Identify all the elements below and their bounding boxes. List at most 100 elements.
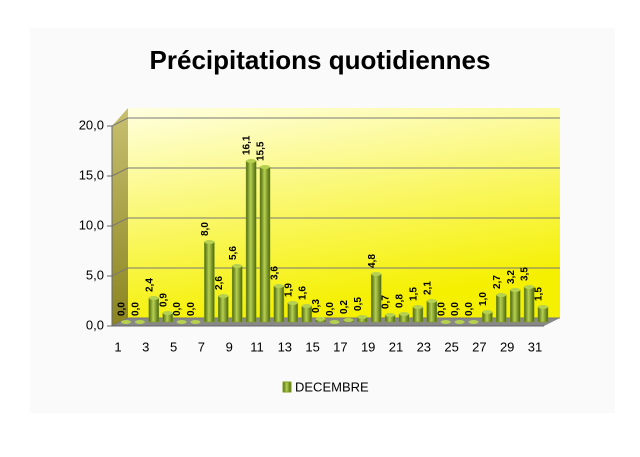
bar [537,306,549,323]
bar-top [315,317,326,321]
bar-top [343,318,354,322]
bar-top [287,301,298,305]
bar [412,306,424,323]
value-label: 2,1 [422,281,433,295]
y-tick-label: 0,0 [86,317,104,332]
value-label: 0,7 [381,295,392,309]
value-label: 2,4 [144,278,155,292]
value-label: 0,0 [117,302,128,316]
value-label: 15,5 [256,141,267,161]
x-tick-label: 15 [305,339,319,354]
value-label: 0,8 [395,294,406,308]
legend-label: DECEMBRE [295,379,369,394]
bar-top [399,312,409,316]
x-tick-label: 31 [528,339,542,354]
x-tick-label: 23 [417,339,431,354]
value-label: 3,5 [520,267,531,281]
value-label: 4,8 [367,254,378,268]
bar [231,265,243,323]
bar-top [260,165,270,169]
bar-top [524,285,535,289]
bar [245,160,257,323]
x-tick-label: 27 [472,339,486,354]
bar [218,295,229,323]
side-wall [112,108,128,326]
value-label: 1,6 [297,286,308,300]
bar [148,297,160,323]
value-label: 0,9 [158,293,169,307]
bar-top [218,294,229,298]
grid-line-side [111,317,129,327]
y-tick-label: 15,0 [79,167,104,182]
bar-top [190,320,201,324]
x-tick-label: 13 [278,339,292,354]
value-label: 0,0 [172,302,183,316]
x-tick-label: 11 [250,339,264,354]
grid-line-side [111,217,129,227]
bar [259,166,271,323]
x-tick-label: 5 [170,339,177,354]
bar [523,286,535,323]
grid-line-side [111,267,129,277]
value-label: 0,0 [450,302,461,316]
bar [509,289,521,323]
value-label: 0,2 [339,300,350,314]
bar [426,300,438,323]
y-tick-label: 10,0 [79,217,104,232]
bar [370,273,382,323]
grid-line-side [111,117,129,127]
bar-top [412,305,423,309]
legend-swatch [282,381,292,393]
value-label: 1,5 [534,287,545,301]
value-label: 0,0 [464,302,475,316]
bar-top [357,315,368,319]
value-label: 1,9 [283,283,294,297]
bar-top [440,320,451,324]
bar-top [371,272,382,276]
value-label: 3,2 [506,270,517,284]
bar-top [482,310,493,314]
value-label: 2,6 [214,276,225,290]
value-label: 0,0 [186,302,197,316]
value-label: 0,0 [436,302,447,316]
bar-top [426,299,437,303]
y-tick-label: 20,0 [79,117,104,132]
value-label: 0,0 [131,302,142,316]
value-label: 5,6 [228,246,239,260]
bar-top [496,293,507,297]
value-label: 8,0 [200,222,211,236]
value-label: 3,6 [270,266,281,280]
x-tick-label: 21 [389,339,403,354]
value-label: 0,5 [353,297,364,311]
value-label: 0,3 [311,299,322,313]
bar-top [510,288,521,292]
bar [204,241,215,323]
bar-top [273,284,284,288]
bar-top [538,305,548,309]
bar-top [134,320,145,324]
x-tick-label: 7 [198,339,205,354]
y-tick-label: 5,0 [86,267,104,282]
bar-top [454,320,465,324]
bar-top [176,320,187,324]
bar [301,305,312,323]
bar-top [162,311,173,315]
x-tick-label: 3 [142,339,149,354]
value-label: 1,0 [478,292,489,306]
chart-title: Précipitations quotidiennes [150,45,491,75]
value-label: 0,0 [325,302,336,316]
x-tick-label: 19 [361,339,375,354]
x-tick-label: 25 [444,339,458,354]
x-tick-label: 1 [114,339,121,354]
bar [273,285,285,323]
x-tick-label: 29 [500,339,514,354]
x-tick-label: 9 [226,339,233,354]
value-label: 2,7 [492,275,503,289]
bar-top [232,264,243,268]
back-wall [128,108,560,318]
bar-top [246,159,257,163]
bar [496,294,507,323]
bar-top [385,313,396,317]
